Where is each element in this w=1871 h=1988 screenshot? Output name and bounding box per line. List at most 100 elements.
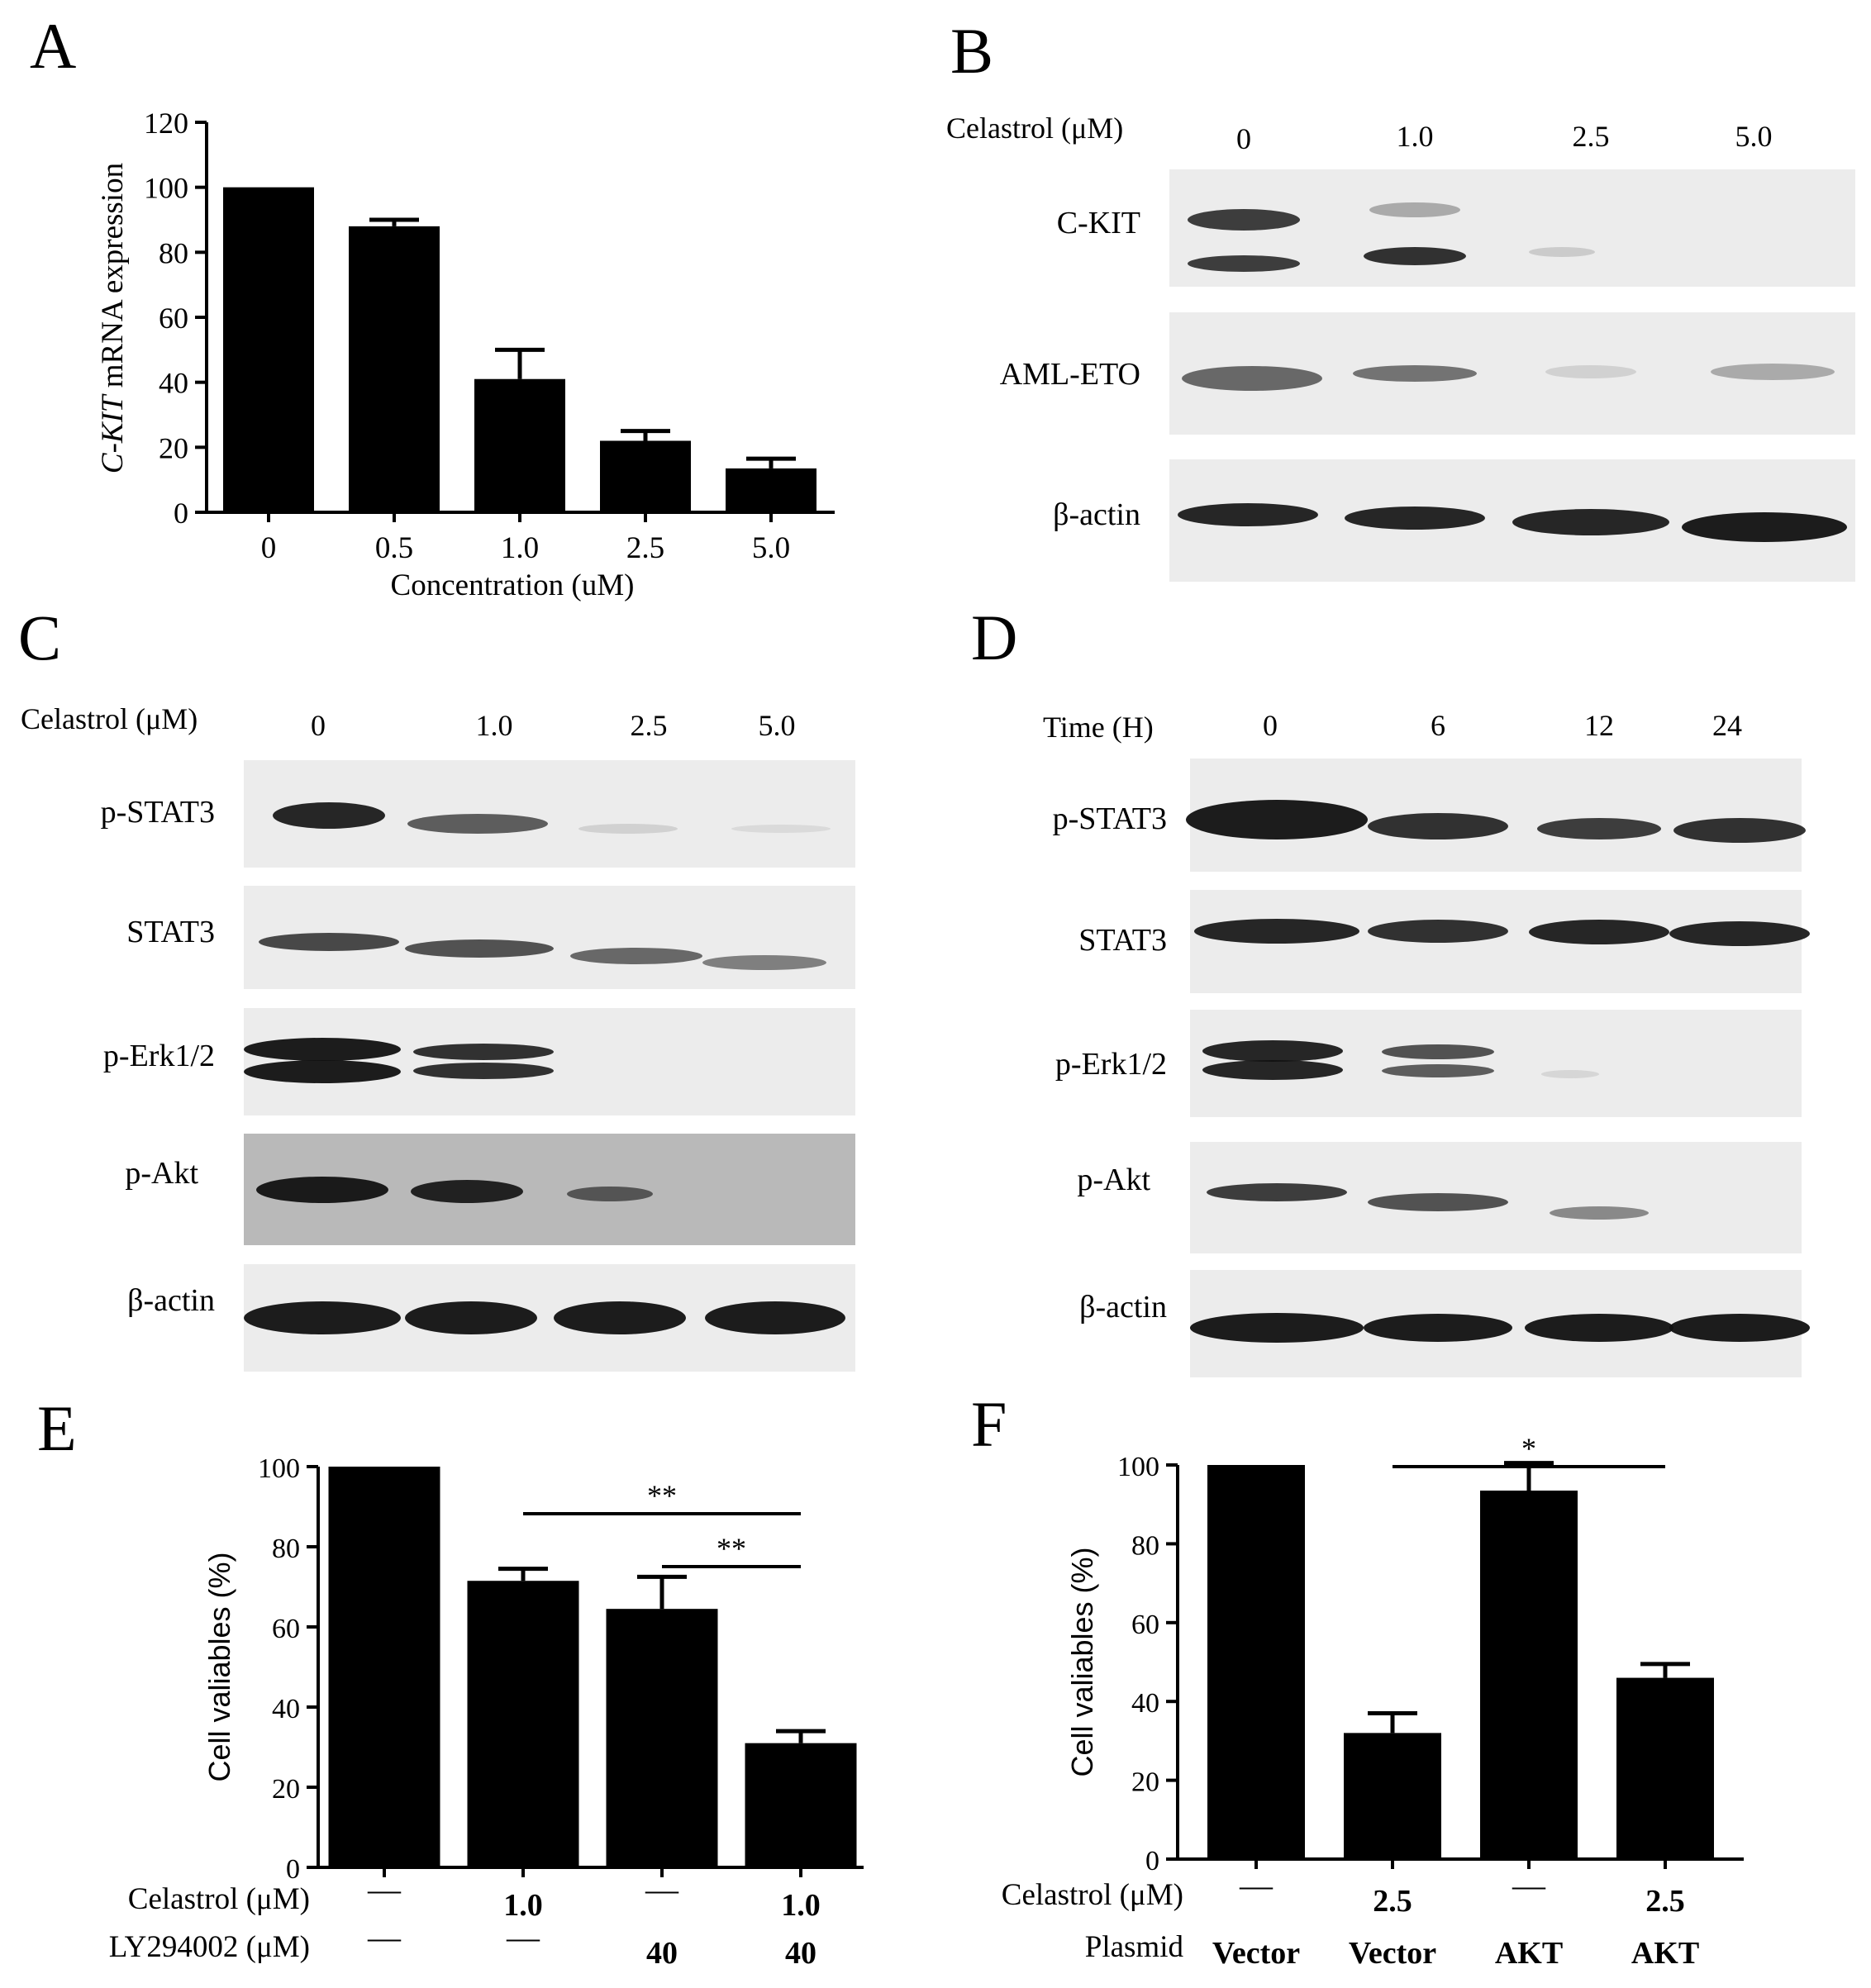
- blot-b-ckit: [1169, 169, 1855, 287]
- chart-f-treatment-value: AKT: [1495, 1936, 1563, 1971]
- chart-e-y-tick-label: 20: [272, 1774, 300, 1805]
- panel-d-lane-3: 12: [1584, 709, 1614, 742]
- chart-a-y-tick-label: 100: [144, 172, 188, 205]
- chart-e-y-tick-label: 80: [272, 1534, 300, 1564]
- blot-c-pstat3: [244, 760, 855, 868]
- chart-a-x-tick-label: 0: [261, 531, 277, 565]
- chart-e-y-axis-label: Cell valiables (%): [202, 1552, 236, 1781]
- chart-a-y-tick-label: 20: [159, 431, 188, 464]
- chart-e-y-tick-label: 60: [272, 1614, 300, 1644]
- chart-f-bar: [1480, 1491, 1578, 1859]
- chart-e-significance-label: **: [647, 1479, 677, 1512]
- panel-c: C Celastrol (μM) 0 1.0 2.5 5.0 p-STAT3 S…: [18, 602, 855, 1372]
- panel-d-row-label-pakt: p-Akt: [1077, 1163, 1150, 1197]
- blot-b-actin: [1169, 459, 1855, 582]
- panel-d-row-label-stat3: STAT3: [1078, 923, 1167, 958]
- blot-c-pakt: [244, 1134, 855, 1245]
- blot-d-perk: [1190, 1010, 1802, 1117]
- panel-b: B Celastrol (μM) 0 1.0 2.5 5.0 C-KIT AML…: [946, 15, 1855, 582]
- chart-a-bar: [726, 468, 816, 512]
- chart-a-y-axis-label: C-KIT mRNA expression: [96, 163, 130, 473]
- chart-f-y-tick-label: 80: [1131, 1530, 1159, 1561]
- chart-e-row-label: LY294002 (μM): [109, 1930, 310, 1964]
- chart-e-treatment-value: 1.0: [781, 1888, 821, 1923]
- chart-e-bar: [328, 1467, 440, 1867]
- chart-a-y-tick-label: 80: [159, 236, 188, 269]
- panel-c-lane-2: 1.0: [476, 709, 513, 742]
- chart-a-y-tick-label: 60: [159, 302, 188, 335]
- panel-d-header-label: Time (H): [1043, 711, 1154, 744]
- panel-d-row-label-perk: p-Erk1/2: [1055, 1047, 1167, 1082]
- panel-b-lane-1: 0: [1236, 122, 1251, 155]
- panel-d: D Time (H) 0 6 12 24 p-STAT3 STAT3 p-Erk…: [971, 602, 1810, 1377]
- chart-e-treatment-value: 40: [785, 1936, 816, 1971]
- panel-d-lane-4: 24: [1712, 709, 1742, 742]
- chart-e-bar: [606, 1609, 718, 1867]
- chart-e-significance-label: **: [717, 1532, 746, 1565]
- panel-a-chart: 0 20 40 60 80 100 120 0 0.5 1.0 2.5 5.0 Concentratio…: [96, 107, 835, 602]
- panel-e-letter: E: [37, 1392, 77, 1464]
- panel-e-chart: 0 20 40 60 80 100 Cell valiables (%) ** ** Celast…: [109, 1453, 864, 1971]
- chart-f-treatment-value: 2.5: [1373, 1884, 1412, 1919]
- chart-e-bar: [467, 1581, 579, 1867]
- panel-c-row-label-pstat3: p-STAT3: [101, 795, 215, 830]
- panel-f-letter: F: [971, 1388, 1007, 1460]
- panel-e: E 0 20 40 60 80 100 Cell valiables (%) ** ** Cela…: [37, 1392, 864, 1971]
- chart-a-bar: [223, 187, 314, 512]
- chart-e-treatment-value: —: [645, 1871, 679, 1908]
- chart-f-treatment-value: AKT: [1631, 1936, 1699, 1971]
- chart-a-bar: [474, 378, 565, 512]
- chart-e-treatment-value: 40: [646, 1936, 678, 1971]
- chart-a-y-tick-label: 0: [174, 497, 188, 530]
- chart-a-y-tick-label: 120: [144, 107, 188, 140]
- chart-e-y-tick-label: 100: [258, 1453, 300, 1484]
- blot-d-pakt: [1190, 1142, 1802, 1253]
- panel-c-row-label-stat3: STAT3: [126, 915, 215, 949]
- chart-f-y-tick-label: 20: [1131, 1767, 1159, 1798]
- panel-c-row-label-perk: p-Erk1/2: [103, 1039, 215, 1073]
- panel-b-lane-4: 5.0: [1735, 120, 1773, 153]
- blot-d-stat3: [1190, 890, 1810, 993]
- chart-a-x-tick-label: 1.0: [501, 531, 539, 565]
- panel-d-lane-1: 0: [1263, 709, 1278, 742]
- chart-f-y-tick-label: 60: [1131, 1610, 1159, 1640]
- chart-a-y-tick-label: 40: [159, 367, 188, 400]
- chart-a-x-axis-label: Concentration (uM): [391, 568, 635, 602]
- chart-a-x-tick-label: 0.5: [375, 531, 413, 565]
- chart-f-treatment-value: 2.5: [1645, 1884, 1685, 1919]
- panel-b-letter: B: [950, 15, 993, 87]
- chart-f-bar: [1344, 1733, 1441, 1859]
- chart-e-bar: [745, 1743, 857, 1867]
- chart-e-treatment-value: —: [506, 1919, 540, 1956]
- panel-c-header-label: Celastrol (μM): [21, 702, 198, 735]
- chart-a-bar: [600, 440, 691, 512]
- chart-e-row-label: Celastrol (μM): [128, 1882, 310, 1916]
- panel-d-letter: D: [971, 602, 1017, 673]
- panel-c-row-label-pakt: p-Akt: [125, 1156, 198, 1191]
- chart-f-treatment-value: Vector: [1212, 1936, 1300, 1971]
- panel-c-letter: C: [18, 602, 61, 673]
- chart-f-y-axis-label: Cell valiables (%): [1065, 1547, 1099, 1776]
- blot-d-actin: [1190, 1270, 1810, 1377]
- panel-d-row-label-actin: β-actin: [1079, 1290, 1167, 1325]
- chart-e-y-tick-label: 40: [272, 1694, 300, 1724]
- blot-b-amleto: [1169, 312, 1855, 435]
- chart-f-treatment-value: —: [1239, 1867, 1274, 1904]
- blot-d-pstat3: [1186, 759, 1806, 872]
- chart-f-row-label: Plasmid: [1085, 1930, 1184, 1964]
- chart-f-bar: [1207, 1465, 1305, 1859]
- panel-a-letter: A: [30, 10, 76, 82]
- panel-c-row-label-actin: β-actin: [127, 1283, 215, 1318]
- blot-c-stat3: [244, 886, 855, 989]
- chart-f-bar: [1616, 1677, 1714, 1859]
- panel-b-row-label-actin: β-actin: [1053, 497, 1140, 532]
- panel-d-lane-2: 6: [1431, 709, 1445, 742]
- chart-a-bar: [349, 226, 440, 512]
- panel-c-lane-3: 2.5: [631, 709, 668, 742]
- chart-f-treatment-value: Vector: [1349, 1936, 1436, 1971]
- panel-b-header-label: Celastrol (μM): [946, 112, 1123, 145]
- panel-b-lane-2: 1.0: [1397, 120, 1434, 153]
- chart-f-significance-label: *: [1521, 1432, 1536, 1465]
- chart-f-y-tick-label: 40: [1131, 1688, 1159, 1719]
